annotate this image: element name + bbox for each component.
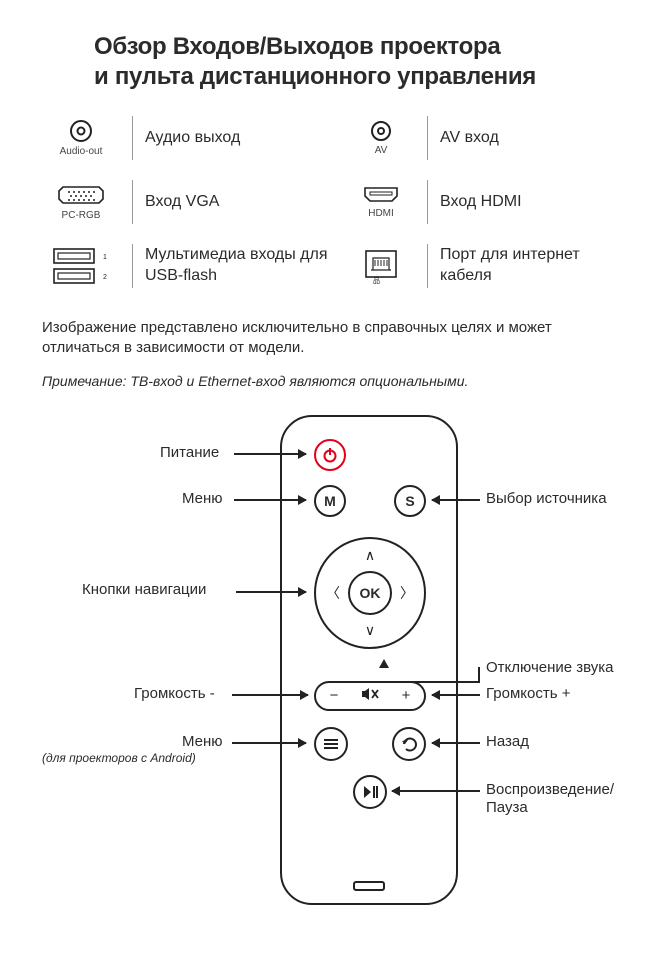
hdmi-icon-label: HDMI [368, 208, 394, 219]
av-icon: AV [347, 120, 415, 156]
arrow [432, 694, 480, 696]
vol-plus-label: Громкость + [486, 685, 570, 703]
vga-icon-label: PC-RGB [62, 210, 101, 221]
note-text: Примечание: ТВ-вход и Ethernet-вход явля… [42, 373, 618, 389]
ok-button: OK [348, 571, 392, 615]
svg-text:1: 1 [103, 254, 107, 261]
divider [427, 180, 428, 224]
menu2-label: Меню [182, 733, 223, 751]
divider [132, 180, 133, 224]
ir-window [353, 881, 385, 891]
av-icon-label: AV [375, 145, 388, 156]
av-desc: AV вход [440, 128, 618, 149]
vol-minus-icon: − [330, 687, 339, 704]
lan-icon: 品 [347, 248, 415, 284]
divider [132, 244, 133, 288]
arrow [392, 790, 480, 792]
vga-icon: PC-RGB [42, 183, 120, 221]
chevron-right-icon: 〉 [400, 583, 414, 603]
usb-desc: Мультимедиа входы для USB-flash [145, 245, 335, 287]
svg-text:2: 2 [103, 274, 107, 281]
nav-label: Кнопки навигации [82, 581, 206, 599]
dpad: OK ∧ ∨ 〈 〉 [314, 537, 426, 649]
arrow [380, 681, 480, 683]
back-button [392, 727, 426, 761]
arrow [432, 742, 480, 744]
menu-m-button: M [314, 485, 346, 517]
volume-pill: − + [314, 681, 426, 711]
arrow [232, 742, 306, 744]
power-label: Питание [160, 444, 219, 462]
mute-label: Отключение звука [486, 659, 614, 677]
vol-minus-label: Громкость - [134, 685, 215, 703]
audio-out-icon-label: Audio-out [60, 146, 103, 157]
svg-text:品: 品 [373, 277, 380, 284]
divider [427, 116, 428, 160]
source-label: Выбор источника [486, 490, 607, 508]
audio-out-desc: Аудио выход [145, 128, 335, 149]
hamburger-menu-button [314, 727, 348, 761]
chevron-up-icon: ∧ [365, 547, 375, 564]
vga-desc: Вход VGA [145, 192, 335, 213]
play-label: Воспроизведение/ Пауза [486, 781, 614, 817]
chevron-left-icon: 〈 [326, 583, 340, 603]
menu-label: Меню [182, 490, 223, 508]
manual-page: Обзор Входов/Выходов проектора и пульта … [0, 0, 660, 965]
vol-plus-icon: + [402, 687, 411, 704]
arrow [234, 499, 306, 501]
audio-out-icon: Audio-out [42, 119, 120, 157]
chevron-down-icon: ∨ [365, 622, 375, 639]
hdmi-desc: Вход HDMI [440, 192, 618, 213]
arrow [432, 499, 480, 501]
power-button [314, 439, 346, 471]
divider [427, 244, 428, 288]
mute-icon [361, 687, 379, 705]
disclaimer-text: Изображение представлено исключительно в… [42, 318, 618, 359]
title-line-2: и пульта дистанционного управления [94, 63, 536, 90]
back-label: Назад [486, 733, 529, 751]
play-pause-button [353, 775, 387, 809]
ports-grid: Audio-out Аудио выход AV AV вход PC-RGB … [42, 116, 618, 288]
remote-diagram: M S OK ∧ ∨ 〈 〉 − + [42, 415, 618, 925]
source-s-button: S [394, 485, 426, 517]
page-title: Обзор Входов/Выходов проектора и пульта … [94, 32, 618, 92]
menu2-sublabel: (для проекторов с Android) [42, 751, 196, 765]
lan-desc: Порт для интернет кабеля [440, 245, 618, 287]
arrow [232, 694, 308, 696]
divider [132, 116, 133, 160]
arrow [236, 591, 306, 593]
usb-icon: 1 2 [42, 248, 120, 284]
remote-body: M S OK ∧ ∨ 〈 〉 − + [280, 415, 458, 905]
arrow [234, 453, 306, 455]
title-line-1: Обзор Входов/Выходов проектора [94, 33, 500, 60]
hdmi-icon: HDMI [347, 185, 415, 219]
